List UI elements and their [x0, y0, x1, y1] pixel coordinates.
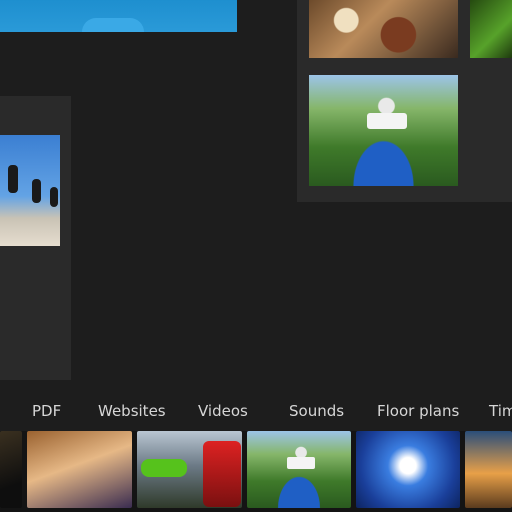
header-banner: [0, 0, 237, 32]
phone-screen: [287, 457, 315, 469]
skater-figure: [50, 187, 58, 207]
thumbnail-race-cars[interactable]: [137, 431, 242, 508]
nav-item-sounds[interactable]: Sounds: [289, 402, 345, 420]
thumbnail-mountain-phone[interactable]: [247, 431, 351, 508]
nav-item-timeline[interactable]: Tim: [489, 402, 512, 420]
thumbnail-strip: [0, 431, 512, 512]
photo-rollercoaster[interactable]: [309, 0, 458, 58]
thumbnail-child-ride[interactable]: [27, 431, 132, 508]
skater-figure: [8, 165, 18, 193]
skater-figure: [32, 179, 41, 203]
phone-screen: [367, 113, 407, 129]
thumbnail-dark-scene[interactable]: [0, 431, 22, 508]
photo-skaters[interactable]: [0, 135, 60, 246]
nav-item-videos[interactable]: Videos: [198, 402, 248, 420]
photo-green-car[interactable]: [470, 0, 512, 58]
thumbnail-sunset[interactable]: [465, 431, 512, 508]
category-nav: PDF Websites Videos Sounds Floor plans T…: [0, 398, 512, 426]
nav-item-websites[interactable]: Websites: [98, 402, 166, 420]
thumbnail-water-tube[interactable]: [356, 431, 460, 508]
green-car: [141, 459, 187, 477]
nav-item-pdf[interactable]: PDF: [32, 402, 62, 420]
nav-item-floor-plans[interactable]: Floor plans: [377, 402, 460, 420]
red-car: [203, 441, 241, 507]
photo-mountain-phone[interactable]: [309, 75, 458, 186]
banner-dome: [82, 18, 144, 32]
